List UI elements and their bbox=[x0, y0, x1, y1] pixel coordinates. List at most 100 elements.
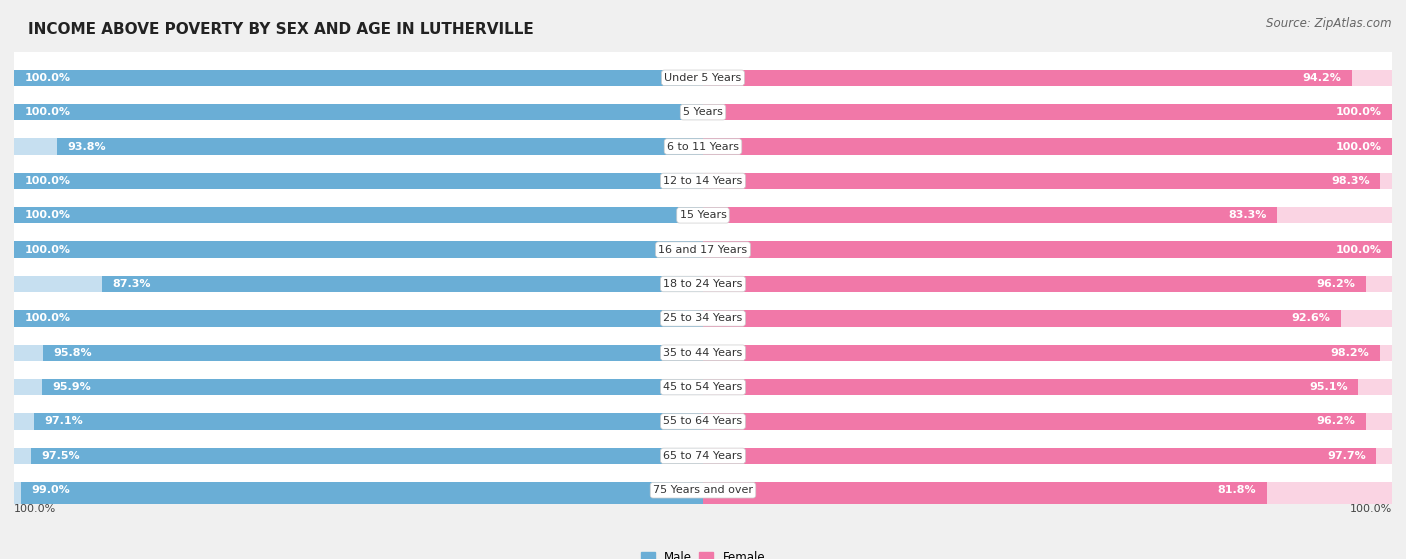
Bar bbox=[703, 408, 1392, 435]
Bar bbox=[14, 202, 703, 229]
Text: 100.0%: 100.0% bbox=[1336, 141, 1382, 151]
Bar bbox=[14, 373, 703, 401]
Bar bbox=[703, 98, 1392, 126]
Text: 15 Years: 15 Years bbox=[679, 210, 727, 220]
Text: 45 to 54 Years: 45 to 54 Years bbox=[664, 382, 742, 392]
Bar bbox=[703, 476, 1267, 504]
Bar bbox=[14, 408, 703, 435]
Text: 97.1%: 97.1% bbox=[45, 416, 83, 427]
Text: 100.0%: 100.0% bbox=[24, 245, 70, 255]
Bar bbox=[14, 202, 1392, 229]
Bar bbox=[703, 305, 1341, 332]
Bar bbox=[703, 202, 1277, 229]
Bar bbox=[703, 408, 1365, 435]
Bar bbox=[703, 305, 1392, 332]
Text: 95.9%: 95.9% bbox=[52, 382, 91, 392]
Bar bbox=[703, 98, 1392, 126]
Text: 55 to 64 Years: 55 to 64 Years bbox=[664, 416, 742, 427]
Bar bbox=[703, 373, 1358, 401]
Text: 25 to 34 Years: 25 to 34 Years bbox=[664, 314, 742, 324]
Bar bbox=[14, 202, 703, 229]
Text: 92.6%: 92.6% bbox=[1292, 314, 1330, 324]
Text: 12 to 14 Years: 12 to 14 Years bbox=[664, 176, 742, 186]
Bar bbox=[14, 476, 1392, 504]
Bar bbox=[703, 339, 1392, 367]
Bar bbox=[703, 167, 1392, 195]
Bar bbox=[14, 64, 703, 92]
Bar bbox=[14, 236, 1392, 263]
Bar bbox=[14, 476, 703, 504]
Bar bbox=[14, 64, 1392, 92]
Bar bbox=[14, 270, 703, 298]
Text: 18 to 24 Years: 18 to 24 Years bbox=[664, 279, 742, 289]
Bar bbox=[21, 476, 703, 504]
Bar bbox=[703, 167, 1381, 195]
Legend: Male, Female: Male, Female bbox=[636, 546, 770, 559]
Bar bbox=[14, 236, 703, 263]
Text: 100.0%: 100.0% bbox=[24, 176, 70, 186]
Bar bbox=[14, 236, 703, 263]
Text: 16 and 17 Years: 16 and 17 Years bbox=[658, 245, 748, 255]
Text: Source: ZipAtlas.com: Source: ZipAtlas.com bbox=[1267, 17, 1392, 30]
Bar bbox=[14, 373, 1392, 401]
Bar bbox=[14, 305, 703, 332]
Bar bbox=[14, 167, 703, 195]
Bar bbox=[56, 133, 703, 160]
Bar bbox=[703, 202, 1392, 229]
Text: 97.5%: 97.5% bbox=[42, 451, 80, 461]
Text: 94.2%: 94.2% bbox=[1303, 73, 1341, 83]
Bar bbox=[14, 270, 1392, 298]
Bar bbox=[14, 133, 1392, 160]
Bar bbox=[14, 98, 1392, 126]
Text: 93.8%: 93.8% bbox=[67, 141, 105, 151]
Text: 100.0%: 100.0% bbox=[24, 210, 70, 220]
Bar bbox=[14, 98, 703, 126]
Text: 98.2%: 98.2% bbox=[1330, 348, 1369, 358]
Bar bbox=[703, 236, 1392, 263]
Text: 75 Years and over: 75 Years and over bbox=[652, 485, 754, 495]
Bar bbox=[101, 270, 703, 298]
Text: 97.7%: 97.7% bbox=[1327, 451, 1365, 461]
Bar bbox=[14, 339, 703, 367]
Bar bbox=[14, 305, 703, 332]
Text: 35 to 44 Years: 35 to 44 Years bbox=[664, 348, 742, 358]
Text: 98.3%: 98.3% bbox=[1331, 176, 1369, 186]
Bar bbox=[42, 373, 703, 401]
Text: 100.0%: 100.0% bbox=[24, 107, 70, 117]
Text: 5 Years: 5 Years bbox=[683, 107, 723, 117]
Bar bbox=[703, 442, 1392, 470]
Bar bbox=[14, 408, 1392, 435]
Bar bbox=[14, 339, 1392, 367]
Text: 96.2%: 96.2% bbox=[1316, 279, 1355, 289]
Text: 65 to 74 Years: 65 to 74 Years bbox=[664, 451, 742, 461]
Bar bbox=[34, 408, 703, 435]
Bar bbox=[703, 373, 1392, 401]
Text: INCOME ABOVE POVERTY BY SEX AND AGE IN LUTHERVILLE: INCOME ABOVE POVERTY BY SEX AND AGE IN L… bbox=[28, 22, 534, 37]
Bar bbox=[703, 64, 1353, 92]
Bar bbox=[14, 305, 1392, 332]
Text: 100.0%: 100.0% bbox=[1336, 245, 1382, 255]
Bar bbox=[703, 64, 1392, 92]
Bar bbox=[703, 270, 1392, 298]
Text: 96.2%: 96.2% bbox=[1316, 416, 1355, 427]
Bar bbox=[703, 133, 1392, 160]
Bar bbox=[703, 442, 1376, 470]
Bar bbox=[14, 167, 1392, 195]
Text: 87.3%: 87.3% bbox=[112, 279, 150, 289]
Bar bbox=[14, 167, 703, 195]
Bar bbox=[31, 442, 703, 470]
Text: 81.8%: 81.8% bbox=[1218, 485, 1256, 495]
Bar bbox=[14, 98, 703, 126]
Bar bbox=[703, 476, 1392, 504]
Bar bbox=[14, 133, 703, 160]
Bar bbox=[703, 133, 1392, 160]
Text: 100.0%: 100.0% bbox=[1336, 107, 1382, 117]
Text: 99.0%: 99.0% bbox=[31, 485, 70, 495]
Bar bbox=[44, 339, 703, 367]
Bar bbox=[703, 236, 1392, 263]
Text: 6 to 11 Years: 6 to 11 Years bbox=[666, 141, 740, 151]
Text: 100.0%: 100.0% bbox=[14, 504, 56, 514]
Text: 95.8%: 95.8% bbox=[53, 348, 91, 358]
Text: Under 5 Years: Under 5 Years bbox=[665, 73, 741, 83]
Text: 83.3%: 83.3% bbox=[1229, 210, 1267, 220]
